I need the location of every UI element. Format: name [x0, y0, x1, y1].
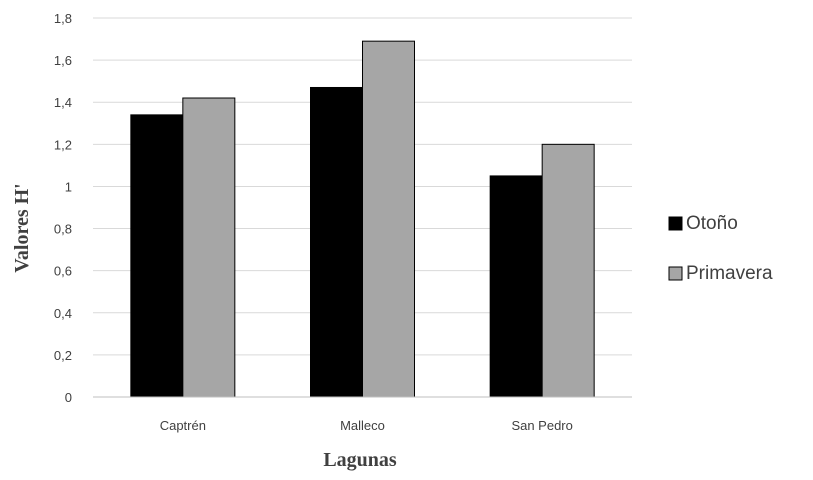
legend-label: Otoño	[686, 213, 738, 234]
y-tick-label: 1,2	[54, 137, 72, 152]
y-tick-label: 0,4	[54, 306, 72, 321]
bars	[130, 40, 595, 398]
legend-swatch	[668, 216, 683, 231]
x-tick-label: Captrén	[160, 418, 206, 433]
y-axis-title: Valores H'	[11, 183, 33, 272]
legend-label: Primavera	[686, 263, 773, 284]
y-tick-label: 1,4	[54, 95, 72, 110]
bar	[130, 114, 184, 398]
bar	[541, 143, 595, 398]
y-tick-label: 0,2	[54, 348, 72, 363]
y-tick-label: 0	[65, 390, 72, 405]
x-tick-label: Malleco	[340, 418, 385, 433]
y-tick-label: 1,8	[54, 11, 72, 26]
y-tick-label: 1	[65, 179, 72, 194]
legend: Otoño Primavera	[668, 213, 773, 284]
y-tick-label: 0,8	[54, 222, 72, 237]
y-tick-label: 1,6	[54, 53, 72, 68]
y-tick-label: 0,6	[54, 264, 72, 279]
bar	[489, 175, 543, 398]
legend-swatch	[668, 266, 683, 281]
axes: 0 0,2 0,4 0,6 0,8 1 1,2 1,4 1,6 1,8 Captrén Malleco…	[54, 11, 632, 433]
x-axis-title: Lagunas	[323, 449, 397, 471]
bar	[362, 40, 415, 398]
bar	[182, 97, 236, 398]
bar	[310, 86, 363, 398]
x-tick-label: San Pedro	[511, 418, 572, 433]
